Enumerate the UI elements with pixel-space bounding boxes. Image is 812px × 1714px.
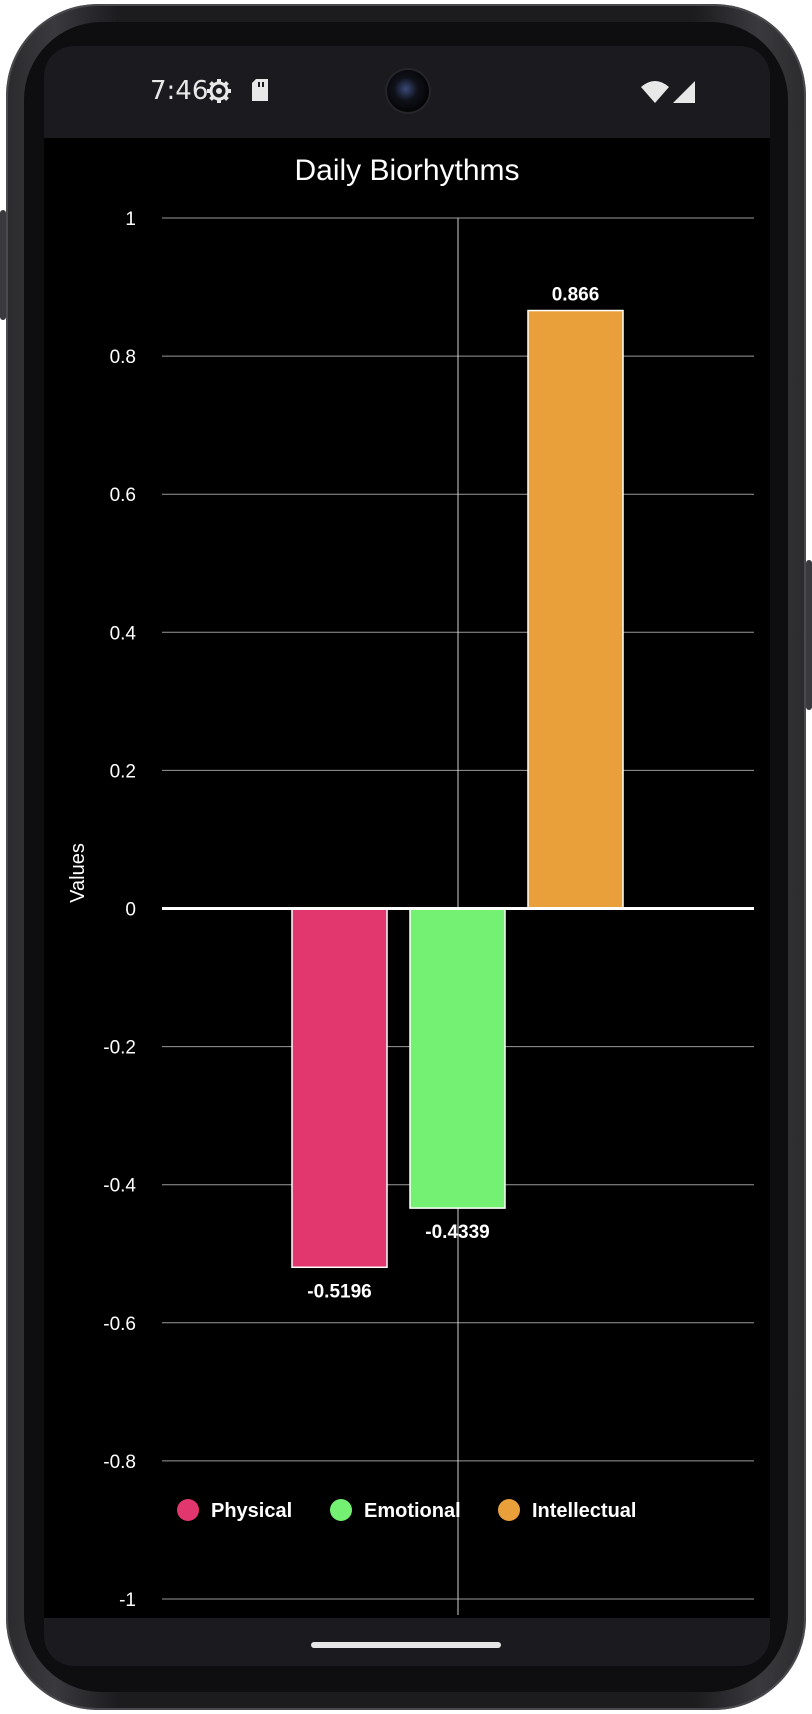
home-gesture-pill[interactable] <box>311 1642 501 1648</box>
bar-intellectual[interactable] <box>527 309 624 910</box>
data-labels: -0.5196 -0.4339 0.866 <box>307 285 599 1303</box>
bar-physical[interactable] <box>291 907 388 1269</box>
legend-item-intellectual[interactable]: Intellectual <box>498 1499 636 1522</box>
cell-signal-icon <box>673 81 695 103</box>
screen: 7:46 Daily Biorhythms Value <box>44 46 770 1666</box>
y-tick-label: -0.6 <box>103 1314 136 1335</box>
y-tick-label: 0.4 <box>110 623 137 644</box>
y-tick-label: 0 <box>125 900 136 921</box>
y-tick-label: -0.8 <box>103 1452 136 1473</box>
y-tick-label: -1 <box>119 1590 136 1611</box>
chart-container: Daily Biorhythms Values 1 0.8 0.6 0.4 0.2 0 -0… <box>44 138 770 1618</box>
data-label-physical: -0.5196 <box>307 1281 371 1302</box>
bars <box>291 309 624 1269</box>
front-camera <box>387 70 429 112</box>
y-axis-label: Values <box>67 843 89 903</box>
y-tick-label: 0.2 <box>110 761 136 782</box>
chart-title: Daily Biorhythms <box>294 154 519 187</box>
legend-label: Intellectual <box>532 1500 636 1522</box>
y-tick-label: 0.6 <box>110 485 136 506</box>
y-tick-label: 1 <box>125 209 136 230</box>
power-button <box>0 210 6 320</box>
legend-item-emotional[interactable]: Emotional <box>330 1499 461 1522</box>
legend-swatch <box>177 1499 199 1521</box>
sd-card-icon <box>252 79 268 101</box>
bar-emotional[interactable] <box>409 907 506 1209</box>
legend-swatch <box>498 1499 520 1521</box>
legend: Physical Emotional Intellectual <box>177 1499 636 1522</box>
y-tick-labels: 1 0.8 0.6 0.4 0.2 0 -0.2 -0.4 -0.6 -0.8 -1 <box>103 209 136 1611</box>
volume-button <box>806 560 812 710</box>
y-tick-label: -0.4 <box>103 1176 136 1197</box>
y-tick-label: -0.2 <box>103 1038 136 1059</box>
settings-gear-icon <box>207 79 231 103</box>
bar-chart: Daily Biorhythms Values 1 0.8 0.6 0.4 0.2 0 -0… <box>67 154 754 1615</box>
data-label-emotional: -0.4339 <box>425 1222 489 1243</box>
status-time: 7:46 <box>150 76 209 106</box>
wifi-icon <box>641 81 669 103</box>
data-label-intellectual: 0.866 <box>552 285 600 306</box>
y-tick-label: 0.8 <box>110 347 136 368</box>
status-bar: 7:46 <box>44 46 770 138</box>
legend-label: Emotional <box>364 1500 461 1522</box>
navigation-bar <box>44 1618 770 1666</box>
legend-item-physical[interactable]: Physical <box>177 1499 292 1522</box>
legend-label: Physical <box>211 1500 292 1522</box>
legend-swatch <box>330 1499 352 1521</box>
